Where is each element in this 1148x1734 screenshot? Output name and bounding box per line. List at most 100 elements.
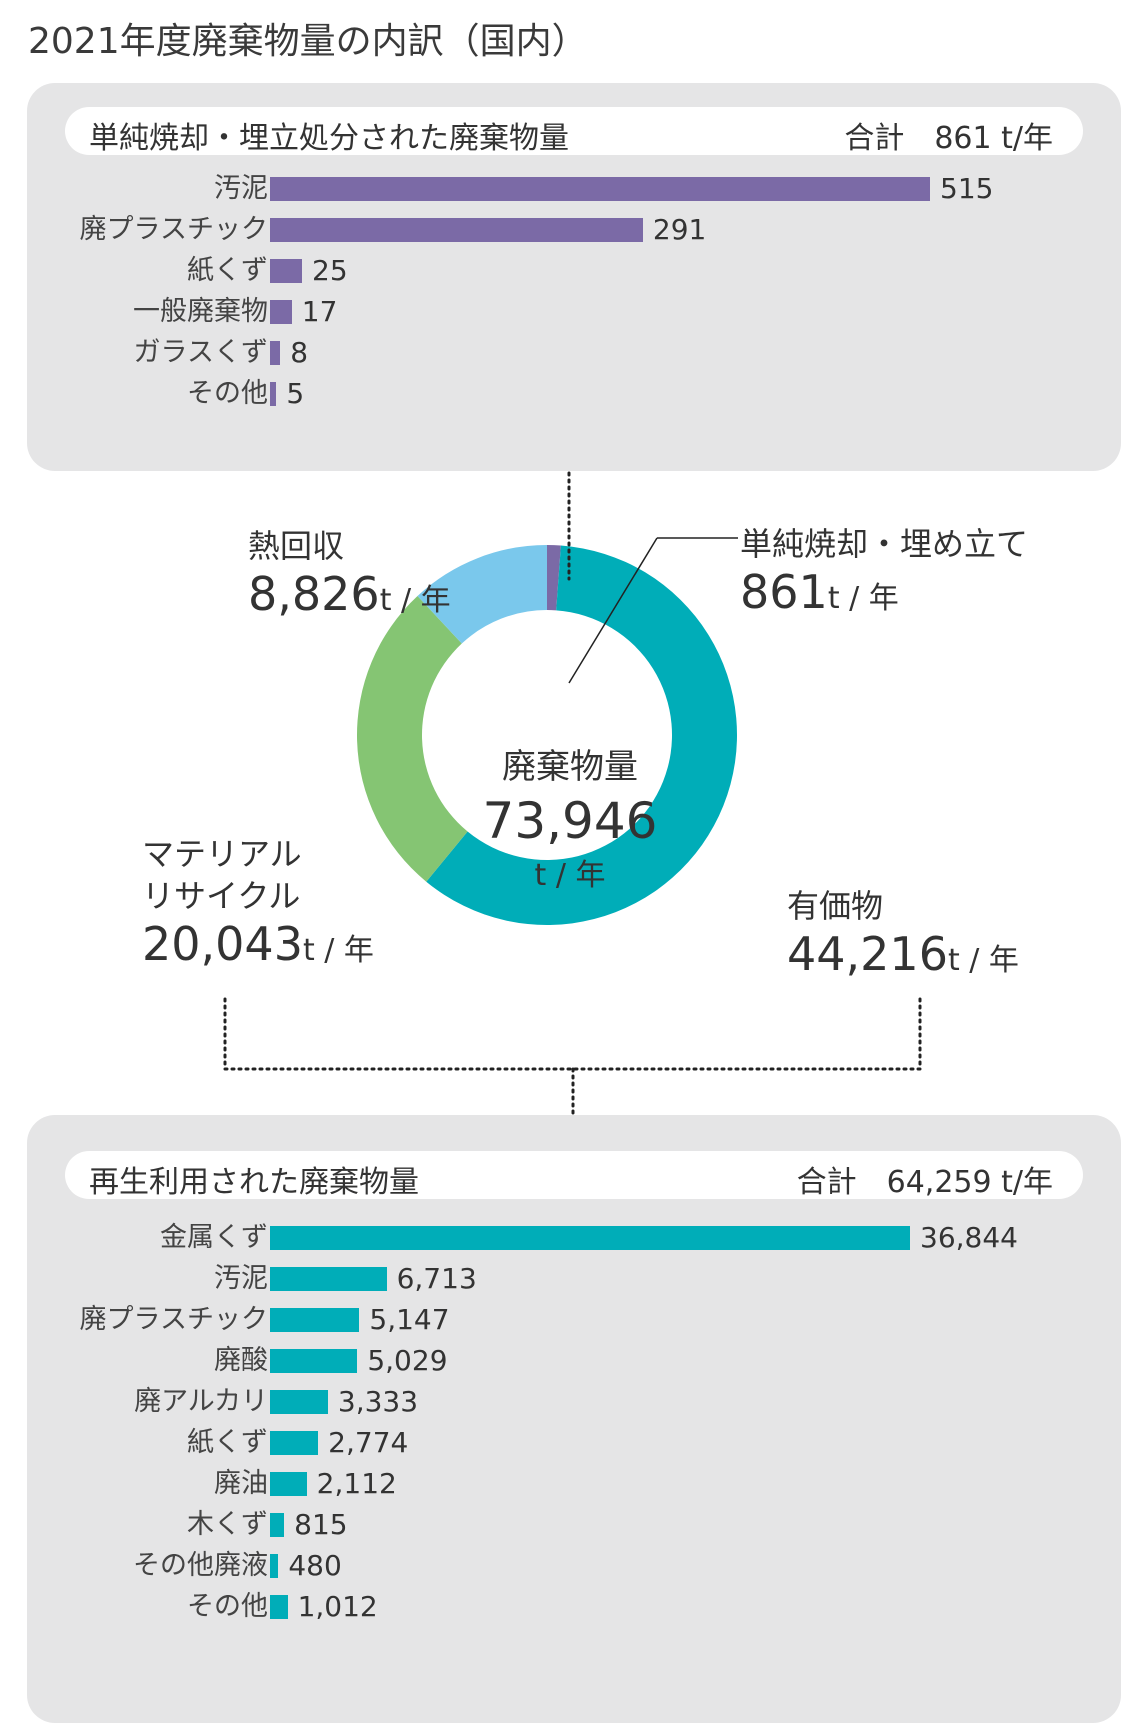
recycle-bar [270, 1554, 279, 1578]
recycle-bar-row: 廃油 2,112 [27, 1467, 1121, 1501]
landfill-bar [270, 177, 930, 201]
donut-center-title: 廃棄物量 [502, 747, 638, 787]
landfill-bar-label: 廃プラスチック [79, 214, 268, 245]
recycle-bar-value: 480 [288, 1549, 342, 1582]
recycle-bar-value: 815 [294, 1508, 348, 1541]
recycle-bar-value: 36,844 [920, 1221, 1018, 1254]
recycle-bar-row: 木くず 815 [27, 1508, 1121, 1542]
recycle-bar [270, 1349, 358, 1373]
recycle-bar-label: 紙くず [187, 1427, 268, 1458]
recycle-bar-label: 廃酸 [214, 1345, 268, 1376]
recycle-bar-value: 3,333 [337, 1385, 419, 1418]
landfill-panel: 単純焼却・埋立処分された廃棄物量 合計 861 t/年 汚泥 515 廃プラスチック… [27, 83, 1121, 471]
valuables-label: 有価物 44,216t / 年 [787, 881, 1019, 981]
recycle-bar-label: 廃プラスチック [79, 1304, 268, 1335]
landfill-bar-row: その他 5 [27, 377, 1121, 411]
recycle-bar-value: 5,029 [367, 1344, 448, 1377]
recycle-bar-row: その他廃液 480 [27, 1549, 1121, 1583]
material-recycle-unit: t / 年 [302, 933, 374, 968]
recycle-heading-pill: 再生利用された廃棄物量 合計 64,259 t/年 [65, 1151, 1083, 1200]
heat-recovery-label: 熱回収 8,826t / 年 [248, 521, 451, 621]
valuables-value: 44,216 [787, 927, 948, 981]
recycle-bar [270, 1267, 387, 1291]
donut-heat-recovery-segment [417, 545, 547, 644]
landfill-bar-row: 汚泥 515 [27, 172, 1121, 206]
landfill-segment-label: 単純焼却・埋め立て 861t / 年 [740, 519, 1028, 619]
landfill-bar-label: ガラスくず [133, 337, 268, 368]
landfill-bar [270, 259, 303, 283]
landfill-bar [270, 300, 292, 324]
landfill-segment-value: 861 [740, 565, 828, 619]
donut-center: 廃棄物量 73,946 t / 年 [454, 739, 686, 894]
page-title: 2021年度廃棄物量の内訳（国内） [28, 21, 588, 62]
landfill-bar-value: 5 [286, 377, 305, 410]
donut-center-value: 73,946 [482, 792, 658, 850]
donut-material-recycle-segment [356, 595, 468, 882]
landfill-total: 合計 861 t/年 [844, 121, 1053, 156]
landfill-bar-row: 廃プラスチック 291 [27, 213, 1121, 247]
landfill-bar [270, 218, 643, 242]
recycle-bar-label: 廃アルカリ [134, 1386, 268, 1417]
landfill-bar-value: 8 [290, 336, 309, 369]
landfill-leader-line [568, 537, 658, 684]
donut-valuables-segment [426, 545, 737, 925]
recycle-bar [270, 1308, 360, 1332]
landfill-heading: 単純焼却・埋立処分された廃棄物量 [89, 121, 569, 156]
material-recycle-value: 20,043 [142, 917, 303, 971]
landfill-segment-name: 単純焼却・埋め立て [740, 525, 1029, 563]
heat-recovery-unit: t / 年 [379, 583, 451, 618]
landfill-bar-label: 一般廃棄物 [133, 296, 268, 327]
landfill-segment-unit: t / 年 [827, 581, 899, 616]
landfill-bar-value: 25 [312, 254, 348, 287]
landfill-bar-value: 515 [940, 172, 994, 205]
heat-recovery-name: 熱回収 [248, 527, 345, 565]
recycle-bar-label: その他廃液 [133, 1550, 268, 1581]
landfill-bar-row: 紙くず 25 [27, 254, 1121, 288]
recycle-bar-row: 廃アルカリ 3,333 [27, 1385, 1121, 1419]
recycle-bar-row: 金属くず 36,844 [27, 1221, 1121, 1255]
recycle-bar-row: 廃酸 5,029 [27, 1344, 1121, 1378]
recycle-bar-value: 5,147 [369, 1303, 450, 1336]
landfill-bar-value: 291 [652, 213, 707, 246]
recycle-heading: 再生利用された廃棄物量 [89, 1165, 419, 1200]
recycle-bar-row: その他 1,012 [27, 1590, 1121, 1624]
recycle-bar-label: 金属くず [160, 1222, 268, 1253]
donut-section: 熱回収 8,826t / 年 単純焼却・埋め立て 861t / 年 マテリアル … [0, 471, 1148, 1115]
landfill-bar-row: ガラスくず 8 [27, 336, 1121, 370]
recycle-bar-label: その他 [187, 1591, 268, 1622]
landfill-bar-value: 17 [301, 295, 338, 328]
landfill-bar [270, 382, 277, 406]
recycle-bar [270, 1513, 285, 1537]
recycle-bar-value: 2,774 [328, 1426, 409, 1459]
material-recycle-name: マテリアル リサイクル [142, 835, 302, 915]
landfill-bar-row: 一般廃棄物 17 [27, 295, 1121, 329]
recycle-bar-row: 廃プラスチック 5,147 [27, 1303, 1121, 1337]
recycle-bar-value: 6,713 [396, 1262, 477, 1295]
recycle-panel: 再生利用された廃棄物量 合計 64,259 t/年 金属くず 36,844 汚泥 6,… [27, 1115, 1121, 1723]
valuables-name: 有価物 [787, 887, 884, 925]
landfill-heading-pill: 単純焼却・埋立処分された廃棄物量 合計 861 t/年 [65, 107, 1083, 156]
recycle-bar [270, 1226, 910, 1250]
landfill-bar-label: 紙くず [187, 255, 268, 286]
landfill-bar [270, 341, 281, 365]
recycle-bar [270, 1390, 328, 1414]
donut-center-unit: t / 年 [534, 858, 606, 893]
recycle-bar [270, 1595, 288, 1619]
landfill-bar-label: その他 [187, 378, 268, 409]
recycle-bar-label: 汚泥 [214, 1263, 268, 1294]
recycle-bar [270, 1472, 307, 1496]
recycle-bar-label: 廃油 [214, 1468, 268, 1499]
landfill-bar-label: 汚泥 [214, 173, 268, 204]
recycle-bar [270, 1431, 319, 1455]
recycle-bar-value: 2,112 [316, 1467, 397, 1500]
heat-recovery-value: 8,826 [248, 567, 380, 621]
material-recycle-label: マテリアル リサイクル 20,043t / 年 [142, 833, 374, 971]
valuables-unit: t / 年 [947, 943, 1019, 978]
recycle-bar-row: 汚泥 6,713 [27, 1262, 1121, 1296]
recycle-total: 合計 64,259 t/年 [796, 1165, 1053, 1200]
donut-landfill-segment [547, 545, 561, 611]
recycle-bar-label: 木くず [187, 1509, 268, 1540]
recycle-bar-row: 紙くず 2,774 [27, 1426, 1121, 1460]
donut-chart [223, 471, 922, 1115]
recycle-bar-value: 1,012 [297, 1590, 378, 1623]
